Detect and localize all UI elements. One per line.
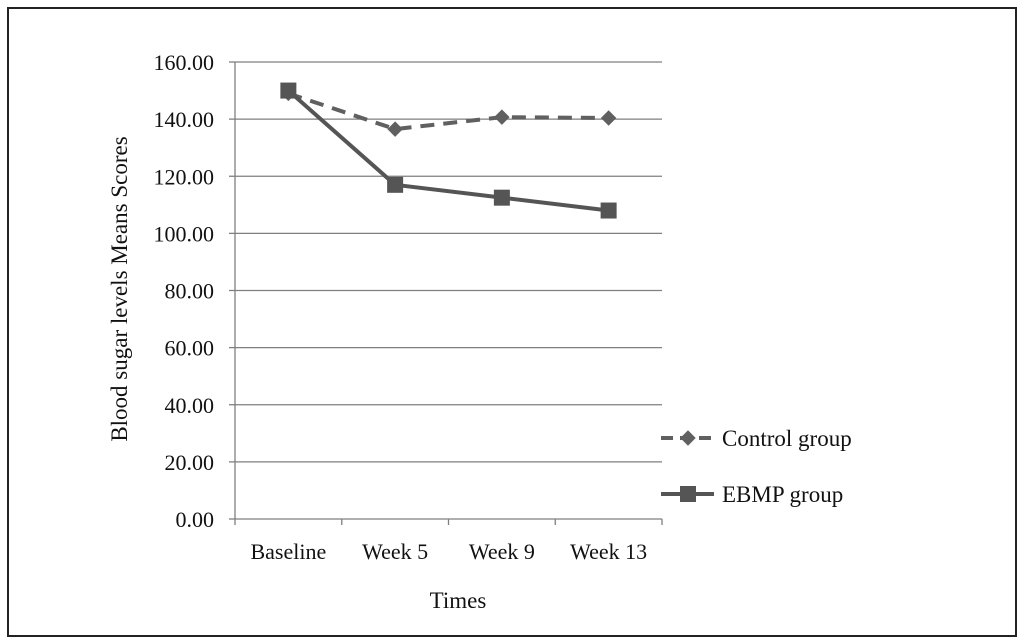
y-tick-label: 60.00 xyxy=(165,336,215,361)
y-tick-label: 80.00 xyxy=(165,279,215,304)
legend-label: EBMP group xyxy=(722,482,843,507)
data-point-diamond xyxy=(495,110,509,124)
data-point-square xyxy=(281,83,296,98)
data-point-square xyxy=(494,190,509,205)
x-tick-labels: Baseline Week 5 Week 9 Week 13 xyxy=(250,539,647,564)
y-tick-label: 160.00 xyxy=(154,50,215,75)
y-tick-label: 140.00 xyxy=(154,107,215,132)
y-tick-label: 0.00 xyxy=(176,507,215,532)
y-tick-label: 40.00 xyxy=(165,393,215,418)
legend-marker-diamond xyxy=(681,431,695,445)
x-tick-label: Baseline xyxy=(250,539,326,564)
legend-label: Control group xyxy=(722,426,852,451)
series-markers xyxy=(281,83,616,218)
data-point-square xyxy=(388,177,403,192)
data-point-square xyxy=(601,203,616,218)
y-tick-label: 120.00 xyxy=(154,164,215,189)
x-tick-label: Week 9 xyxy=(469,539,535,564)
y-tick-labels: 0.00 20.00 40.00 60.00 80.00 100.00 120.00 140.… xyxy=(154,50,215,532)
y-tick-label: 20.00 xyxy=(165,450,215,475)
x-axis-title: Times xyxy=(430,588,487,613)
x-tick-label: Week 5 xyxy=(362,539,428,564)
data-point-diamond xyxy=(602,111,616,125)
series-line-control xyxy=(288,93,608,129)
legend-marker-square xyxy=(681,487,696,502)
data-point-diamond xyxy=(388,122,402,136)
legend: Control group EBMP group xyxy=(661,426,852,507)
y-axis-title: Blood sugar levels Means Scores xyxy=(107,136,132,441)
x-tick-label: Week 13 xyxy=(570,539,647,564)
series-lines xyxy=(288,91,608,211)
axes xyxy=(229,62,662,525)
y-tick-label: 100.00 xyxy=(154,221,215,246)
